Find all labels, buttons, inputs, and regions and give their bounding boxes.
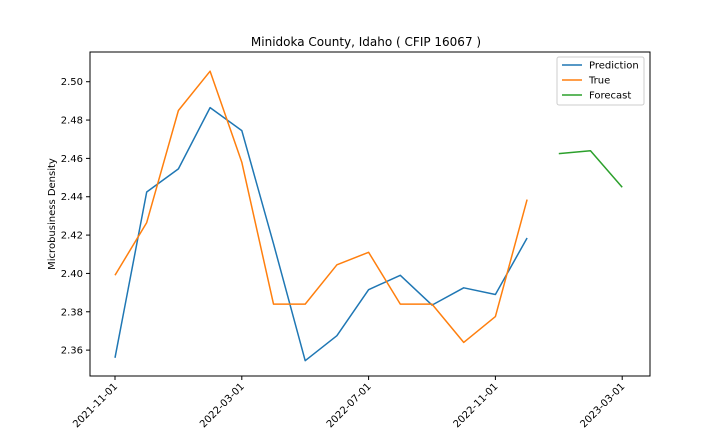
y-tick-label: 2.36 — [61, 346, 83, 357]
y-tick-label: 2.42 — [61, 231, 83, 242]
x-axis: 2021-11-01 2022-03-01 2022-07-01 2022-11-01… — [71, 376, 627, 430]
y-tick-label: 2.50 — [61, 77, 83, 88]
y-tick-label: 2.40 — [61, 269, 83, 280]
series-line-true — [114, 70, 528, 344]
plot-frame — [89, 51, 651, 377]
x-tick-label: 2021-11-01 — [71, 381, 120, 430]
chart-title: Minidoka County, Idaho ( CFIP 16067 ) — [251, 35, 481, 49]
series-group — [114, 70, 623, 362]
x-tick-label: 2023-03-01 — [578, 381, 627, 430]
legend-label: Prediction — [589, 61, 639, 72]
y-tick-label: 2.38 — [61, 307, 83, 318]
legend: Prediction True Forecast — [556, 56, 645, 106]
y-axis-label: Microbusiness Density — [47, 158, 58, 270]
y-tick-label: 2.48 — [61, 116, 83, 127]
y-tick-label: 2.46 — [61, 154, 83, 165]
legend-label: Forecast — [589, 91, 631, 102]
x-tick-label: 2022-03-01 — [198, 381, 247, 430]
y-axis: 2.36 2.38 2.40 2.42 2.44 2.46 2.48 2.50 — [61, 77, 90, 357]
series-line-forecast — [558, 149, 623, 188]
legend-label: True — [588, 76, 610, 87]
x-tick-label: 2022-11-01 — [452, 381, 501, 430]
legend-box — [556, 56, 645, 106]
series-line-prediction — [114, 106, 528, 362]
y-tick-label: 2.44 — [61, 192, 83, 203]
x-tick-label: 2022-07-01 — [325, 381, 374, 430]
